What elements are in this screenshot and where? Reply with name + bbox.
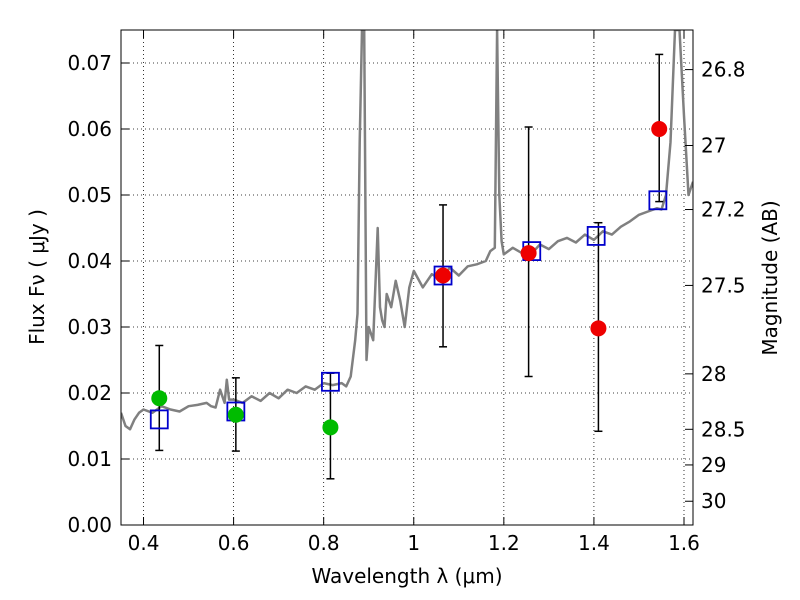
spectrum-layer xyxy=(121,30,693,431)
model-point xyxy=(321,371,340,392)
right-tick-label: 30 xyxy=(701,489,726,513)
y-tick-label: 0.04 xyxy=(67,249,112,273)
x-tick-label: 0.4 xyxy=(128,531,160,555)
x-tick-label: 1.6 xyxy=(668,531,700,555)
y-tick-label: 0.03 xyxy=(67,315,112,339)
red-data-point xyxy=(520,245,537,262)
y-tick-label: 0.00 xyxy=(67,513,112,537)
x-tick-label: 0.8 xyxy=(308,531,340,555)
red-data-point xyxy=(590,320,607,337)
spectrum-line xyxy=(121,30,693,431)
plot-frame xyxy=(120,29,694,526)
green-data-point xyxy=(227,406,244,423)
right-tick-label: 27.5 xyxy=(701,273,746,297)
right-tick-label: 28 xyxy=(701,362,726,386)
y-axis-right-label: Magnitude (AB) xyxy=(758,200,782,355)
y-tick-label: 0.06 xyxy=(67,117,112,141)
y-tick-label: 0.02 xyxy=(67,381,112,405)
red-data-point xyxy=(435,267,452,284)
right-tick-label: 27 xyxy=(701,134,726,158)
y-tick-label: 0.07 xyxy=(67,51,112,75)
x-tick-label: 1.4 xyxy=(578,531,610,555)
y-tick-label: 0.05 xyxy=(67,183,112,207)
green-data-point xyxy=(151,390,168,407)
x-tick-label: 1 xyxy=(407,531,420,555)
red-data-point xyxy=(651,121,668,137)
x-axis-label: Wavelength λ (μm) xyxy=(311,564,502,588)
x-tick-label: 0.6 xyxy=(218,531,250,555)
ticks xyxy=(121,30,693,526)
right-tick-label: 28.5 xyxy=(701,417,746,441)
model-point xyxy=(433,265,453,286)
model-point xyxy=(149,409,169,430)
right-tick-label: 29 xyxy=(701,453,726,477)
x-tick-label: 1.2 xyxy=(488,531,520,555)
right-tick-label: 27.2 xyxy=(701,198,746,222)
model-point xyxy=(648,190,668,211)
y-axis-label: Flux Fν ( μJy ) xyxy=(25,209,49,345)
tick-labels: 0.00 0.01 0.02 0.03 0.04 0.05 0.06 0.07 0.4 0.6 0.… xyxy=(67,51,745,555)
right-tick-label: 26.8 xyxy=(701,58,746,82)
marker-layer xyxy=(149,121,668,436)
model-point xyxy=(586,226,606,246)
y-tick-label: 0.01 xyxy=(67,447,112,471)
green-data-point xyxy=(322,419,339,436)
